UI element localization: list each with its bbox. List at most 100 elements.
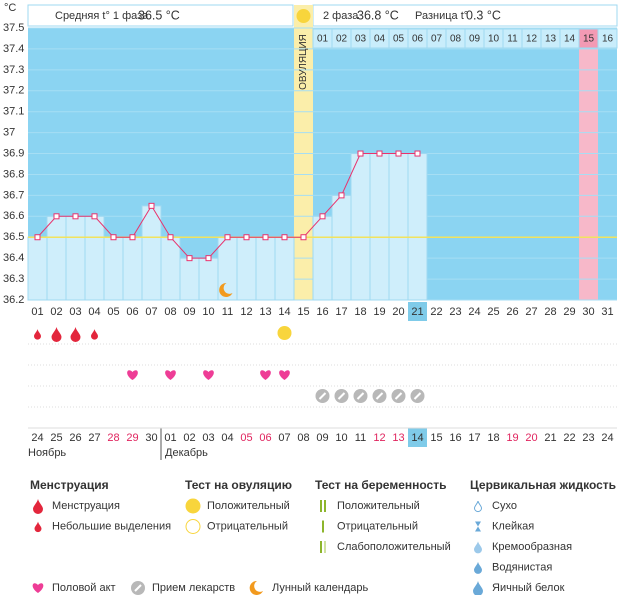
y-tick-label: 36.8 bbox=[3, 168, 24, 180]
date-label: 24 bbox=[31, 432, 43, 444]
temp-bar bbox=[84, 215, 105, 301]
phase1-label: Средняя t° 1 фаза bbox=[55, 10, 149, 22]
legend-item: Положительный bbox=[207, 500, 290, 512]
phase2-label: 2 фаза bbox=[323, 10, 359, 22]
legend-icon bbox=[474, 541, 482, 554]
temp-bar bbox=[122, 236, 143, 301]
date-label: 10 bbox=[335, 432, 347, 444]
temp-point bbox=[357, 150, 364, 157]
temp-point bbox=[53, 213, 60, 220]
temp-point bbox=[395, 150, 402, 157]
legend-icon bbox=[320, 500, 322, 512]
legend-item: Кремообразная bbox=[492, 541, 572, 553]
date-label: 01 bbox=[164, 432, 176, 444]
date-label: 04 bbox=[221, 432, 233, 444]
moon-icon bbox=[219, 282, 233, 297]
top-label: 05 bbox=[393, 34, 405, 45]
legend-icon bbox=[324, 541, 326, 553]
temp-bar bbox=[65, 215, 86, 301]
temp-bar bbox=[179, 257, 200, 301]
legend-icon bbox=[324, 500, 326, 512]
temp-bar bbox=[27, 236, 48, 301]
month-label: Декабрь bbox=[165, 447, 208, 459]
top-label: 06 bbox=[412, 34, 424, 45]
day-label: 17 bbox=[335, 306, 347, 318]
month-label: Ноябрь bbox=[28, 447, 66, 459]
legend-title: Менструация bbox=[30, 478, 109, 492]
legend-item: Отрицательный bbox=[337, 520, 418, 532]
menstruation-icon bbox=[91, 329, 98, 340]
temp-point bbox=[281, 234, 288, 241]
temp-point bbox=[338, 192, 345, 199]
pill-icon-slash bbox=[394, 392, 403, 400]
date-label: 22 bbox=[563, 432, 575, 444]
highlight-column bbox=[579, 28, 598, 300]
temp-point bbox=[243, 234, 250, 241]
y-tick-label: 36.2 bbox=[3, 294, 24, 306]
header-box bbox=[27, 4, 294, 27]
y-tick-label: 36.4 bbox=[3, 252, 24, 264]
date-label: 03 bbox=[202, 432, 214, 444]
day-label: 09 bbox=[183, 306, 195, 318]
date-label: 12 bbox=[373, 432, 385, 444]
y-tick-label: 37.2 bbox=[3, 85, 24, 97]
y-tick-label: 36.9 bbox=[3, 147, 24, 159]
top-label: 10 bbox=[488, 34, 500, 45]
day-label: 29 bbox=[563, 306, 575, 318]
ovulation-test-icon bbox=[277, 326, 292, 340]
day-label: 13 bbox=[259, 306, 271, 318]
pill-icon-slash bbox=[413, 392, 422, 400]
phase1-value: 36.5 °C bbox=[138, 8, 180, 22]
date-label: 24 bbox=[601, 432, 613, 444]
temp-bar bbox=[388, 153, 409, 301]
date-label: 15 bbox=[430, 432, 442, 444]
date-label: 26 bbox=[69, 432, 81, 444]
legend-icon bbox=[32, 583, 44, 593]
diff-value: 0.3 °C bbox=[466, 8, 501, 22]
temp-bar bbox=[255, 236, 276, 301]
day-label: 06 bbox=[126, 306, 138, 318]
day-label: 11 bbox=[222, 306, 233, 318]
y-unit: °C bbox=[4, 2, 16, 14]
top-label: 11 bbox=[507, 34, 518, 45]
top-label: 15 bbox=[583, 34, 595, 45]
temp-bar bbox=[46, 215, 67, 301]
day-label: 16 bbox=[316, 306, 328, 318]
date-label: 19 bbox=[506, 432, 518, 444]
legend-title: Тест на овуляцию bbox=[185, 478, 292, 492]
pill-icon-slash bbox=[337, 392, 346, 400]
date-label: 18 bbox=[487, 432, 499, 444]
y-tick-label: 37.5 bbox=[3, 22, 24, 34]
ovulation-label: ОВУЛЯЦИЯ bbox=[298, 34, 309, 90]
legend-item: Менструация bbox=[52, 500, 120, 512]
legend-item: Положительный bbox=[337, 500, 420, 512]
date-label: 27 bbox=[88, 432, 100, 444]
day-label: 14 bbox=[278, 306, 290, 318]
legend-icon bbox=[33, 499, 43, 514]
temp-point bbox=[414, 150, 421, 157]
day-label: 12 bbox=[240, 306, 252, 318]
day-label: 04 bbox=[88, 306, 100, 318]
day-label: 02 bbox=[50, 306, 62, 318]
day-label: 21 bbox=[411, 306, 423, 318]
top-label: 14 bbox=[564, 34, 576, 45]
legend-title: Цервикальная жидкость bbox=[470, 478, 616, 492]
top-label: 04 bbox=[374, 34, 386, 45]
day-label: 28 bbox=[544, 306, 556, 318]
top-label: 08 bbox=[450, 34, 462, 45]
date-label: 29 bbox=[126, 432, 138, 444]
day-label: 19 bbox=[373, 306, 385, 318]
y-tick-label: 37.1 bbox=[3, 106, 24, 118]
date-label: 07 bbox=[278, 432, 290, 444]
intercourse-icon bbox=[127, 370, 138, 380]
date-label: 09 bbox=[316, 432, 328, 444]
legend-icon bbox=[474, 561, 482, 574]
intercourse-icon bbox=[279, 370, 290, 380]
temp-point bbox=[300, 234, 307, 241]
legend-item: Небольшие выделения bbox=[52, 520, 171, 532]
date-label: 16 bbox=[449, 432, 461, 444]
top-label: 02 bbox=[336, 34, 348, 45]
day-label: 20 bbox=[392, 306, 404, 318]
temp-point bbox=[319, 213, 326, 220]
legend-icon bbox=[185, 498, 201, 514]
